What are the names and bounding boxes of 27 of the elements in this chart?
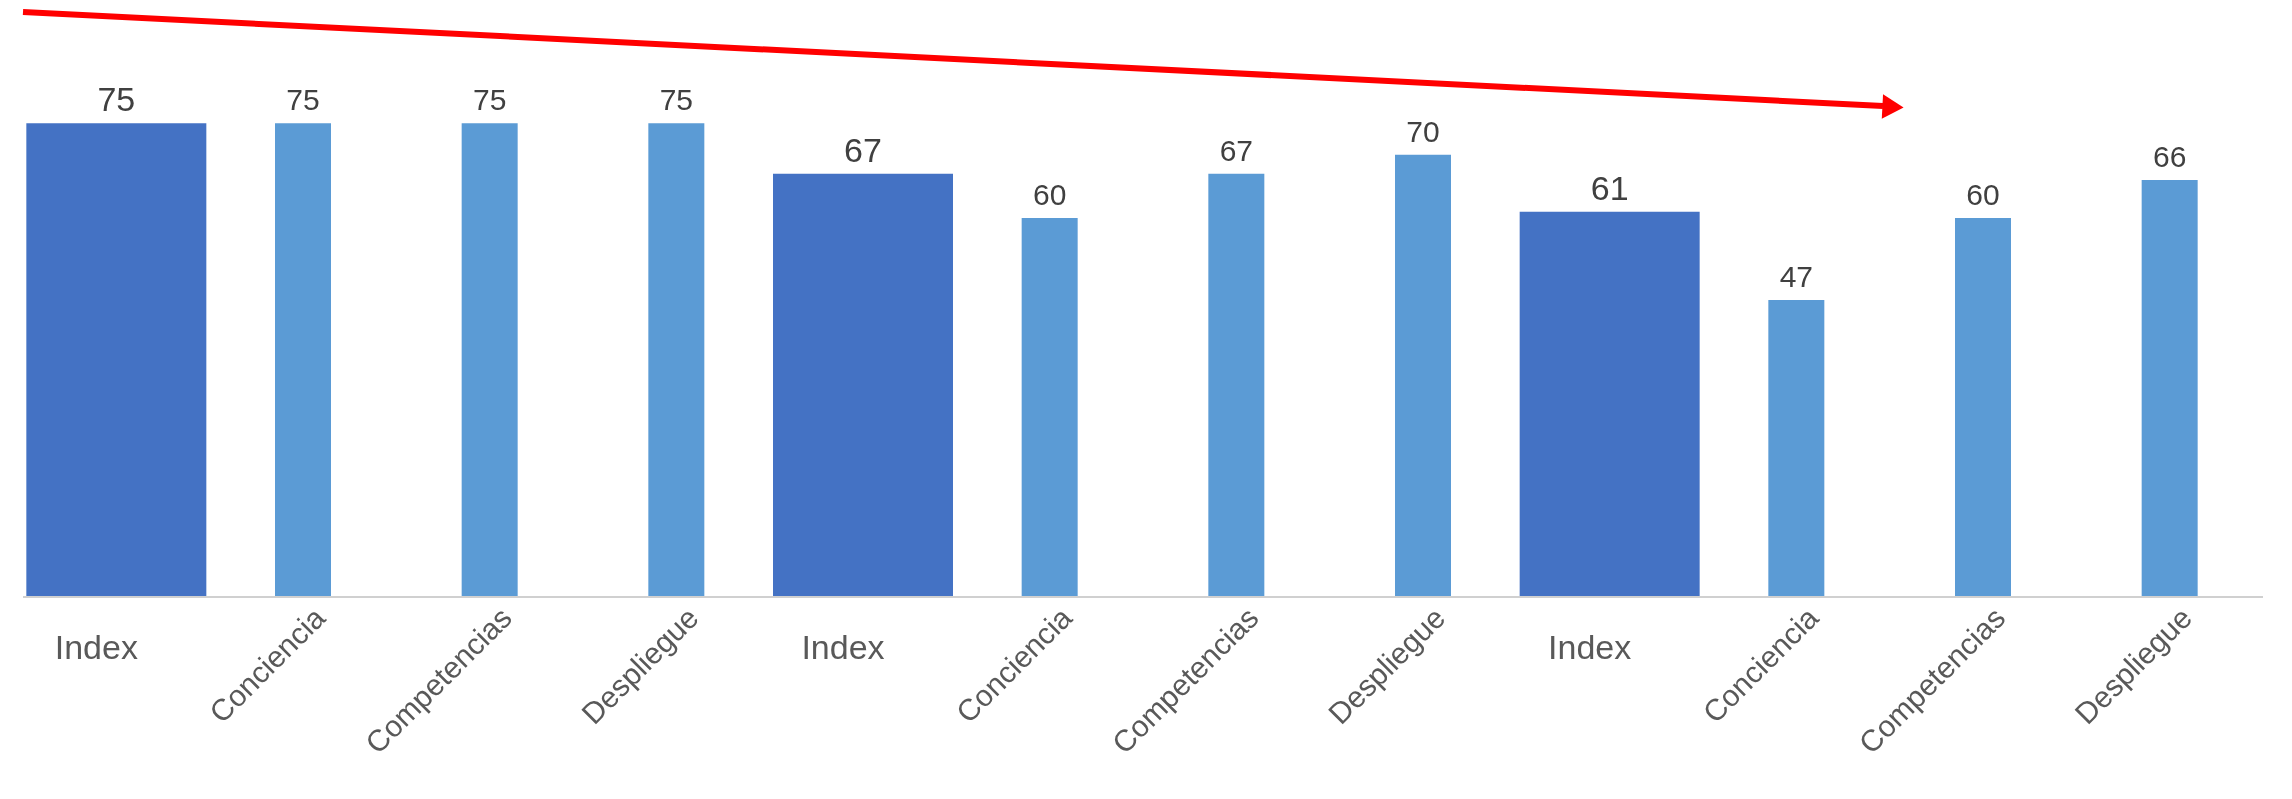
data-label: 66: [2152, 140, 2187, 174]
data-label: 75: [286, 83, 320, 117]
data-label: 70: [1406, 114, 1440, 148]
x-tick-label: Index: [1548, 628, 1632, 666]
bar: [773, 173, 953, 597]
bar: [1021, 217, 1078, 597]
x-tick-label: Index: [54, 628, 138, 666]
bar: [26, 123, 207, 597]
bar: [461, 123, 518, 597]
x-tick-label: Index: [801, 628, 885, 666]
data-label: 61: [1590, 168, 1629, 207]
bar: [1955, 217, 2011, 597]
data-label: 67: [1219, 133, 1254, 167]
data-label: 67: [844, 130, 882, 169]
data-label: 47: [1779, 260, 1814, 294]
bar: [2141, 180, 2198, 597]
data-label: 60: [1966, 177, 2000, 211]
data-label: 75: [472, 83, 507, 117]
data-label: 60: [1032, 177, 1067, 211]
bar: [648, 123, 705, 597]
bar: [275, 123, 331, 597]
bar: [1768, 300, 1825, 597]
bar: [1519, 211, 1700, 597]
bar: [1208, 173, 1265, 597]
data-label: 75: [97, 80, 136, 119]
data-label: 75: [659, 83, 694, 117]
bar: [1395, 154, 1451, 597]
